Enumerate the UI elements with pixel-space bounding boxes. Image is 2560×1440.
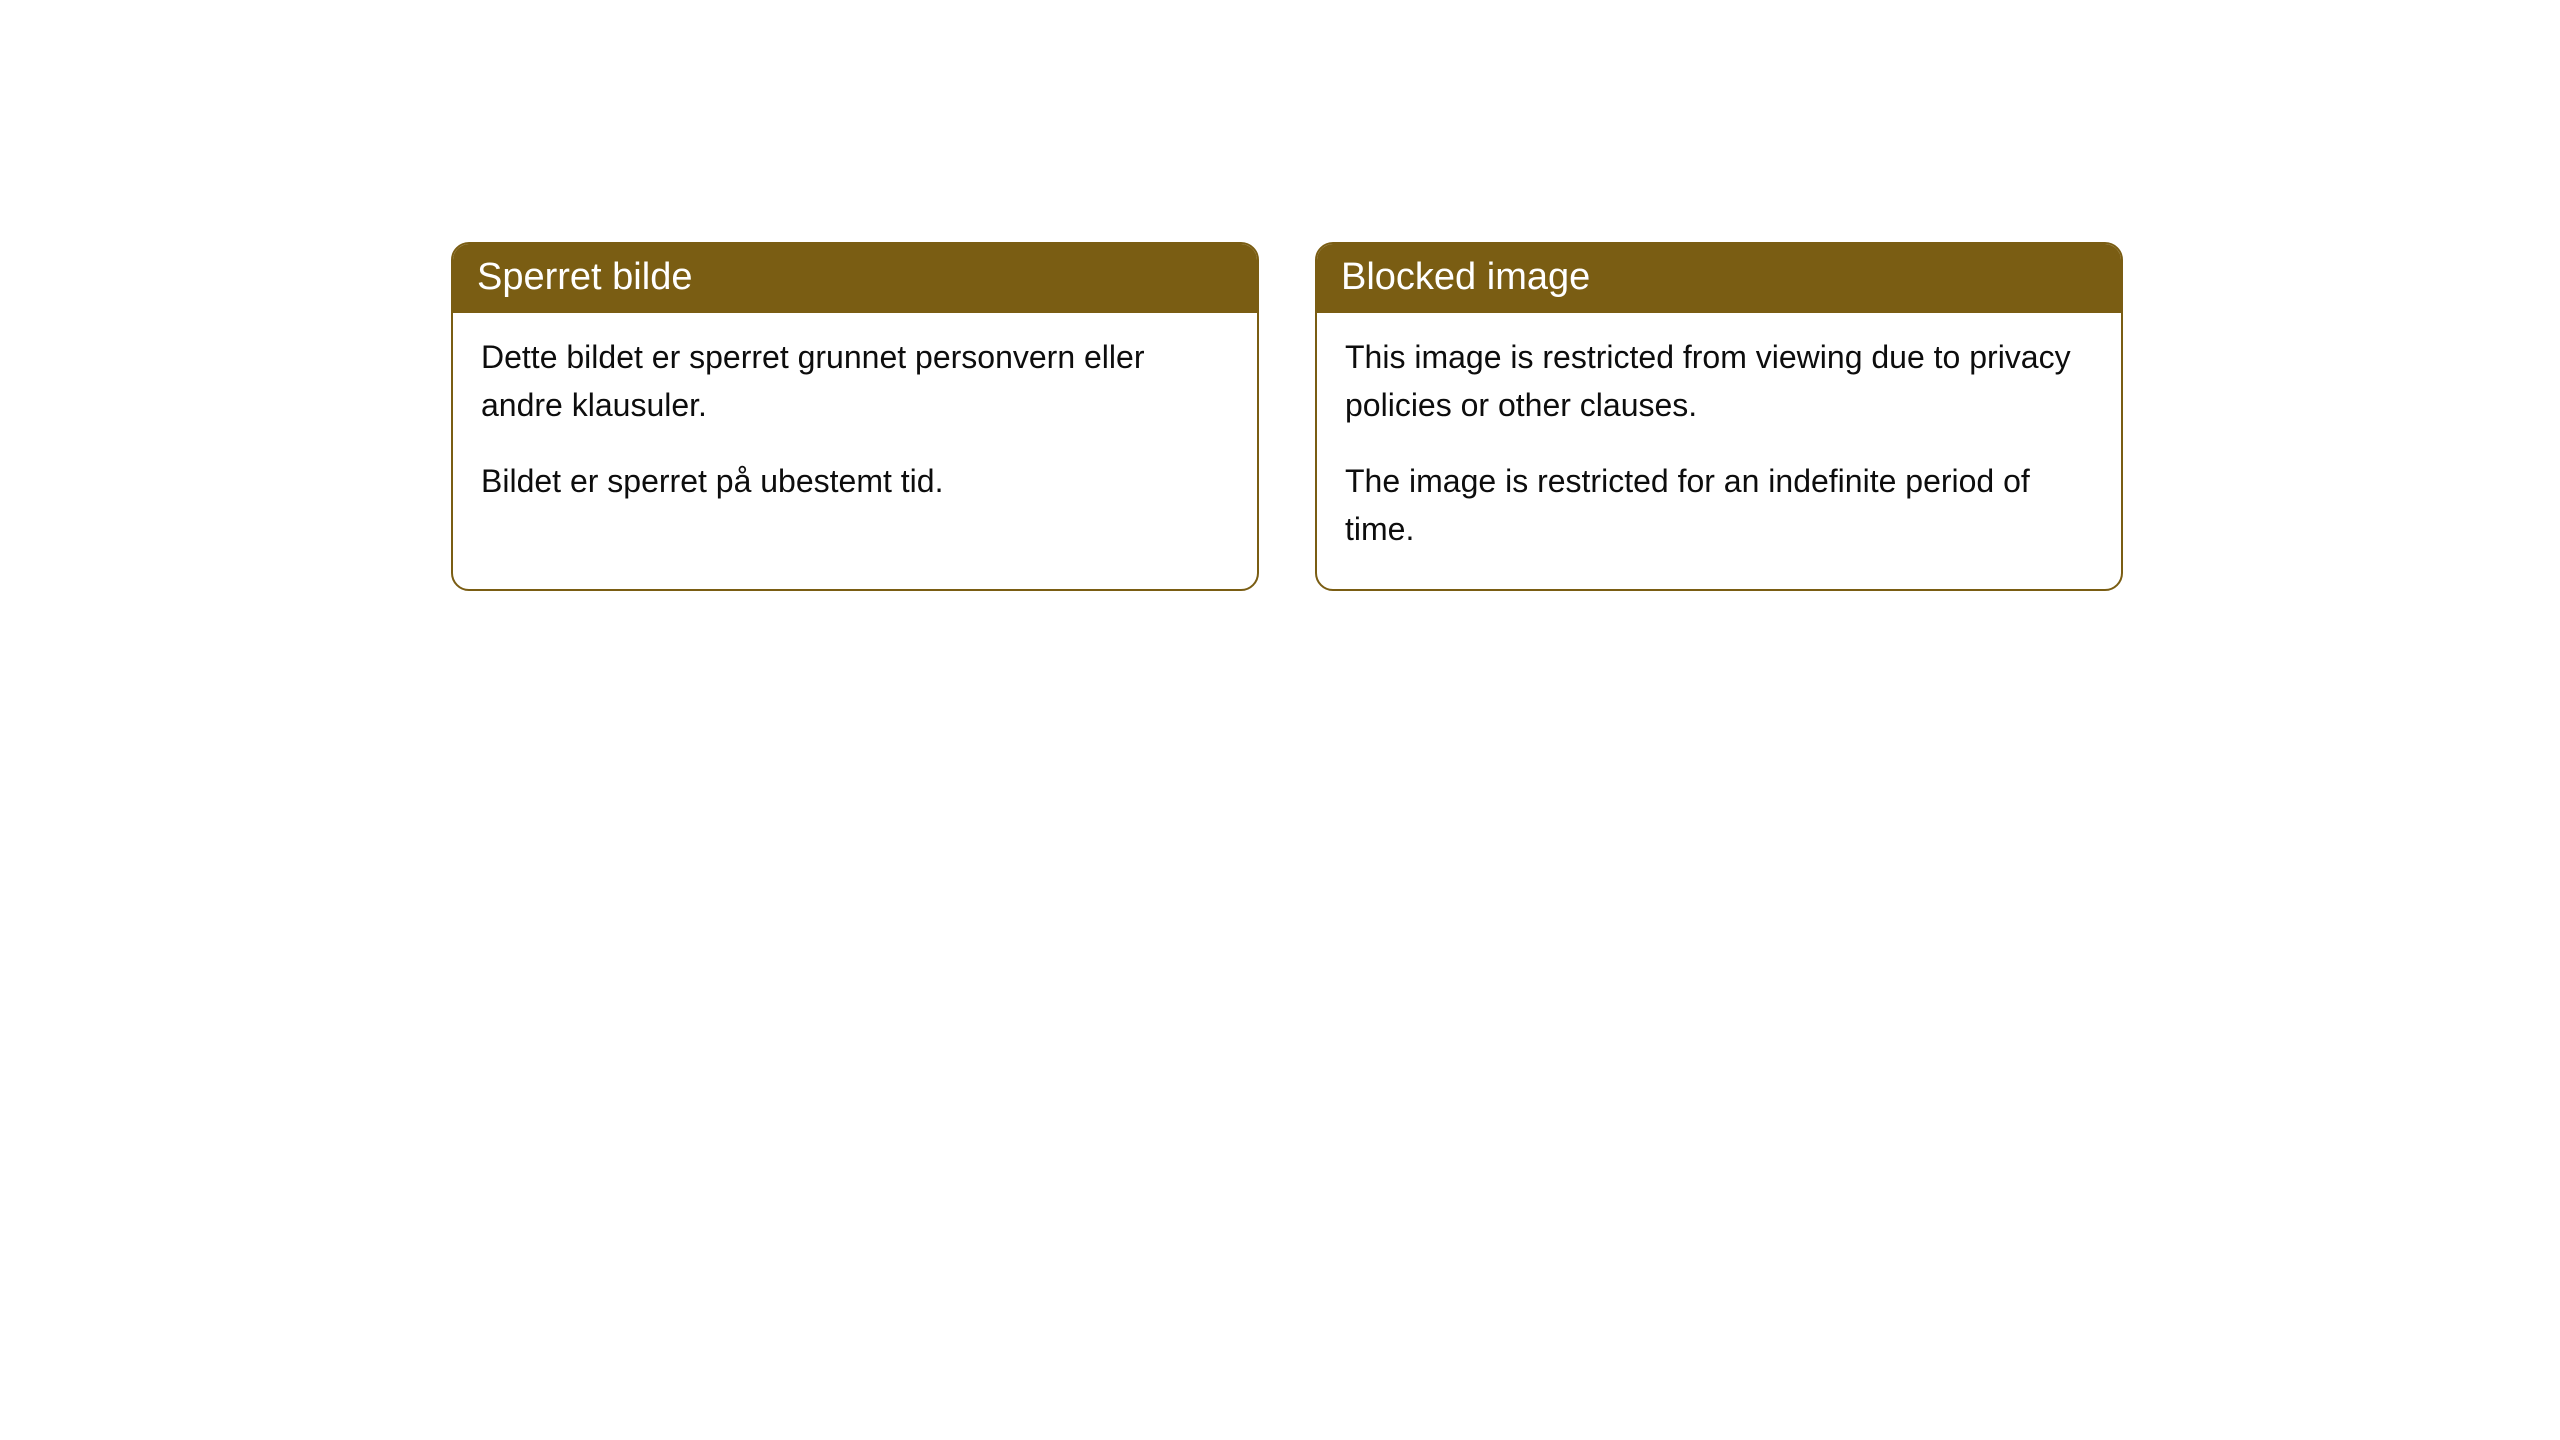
notice-card-norwegian: Sperret bilde Dette bildet er sperret gr… bbox=[451, 242, 1259, 591]
notice-text-english-2: The image is restricted for an indefinit… bbox=[1345, 457, 2093, 553]
notice-text-english-1: This image is restricted from viewing du… bbox=[1345, 333, 2093, 429]
notice-text-norwegian-2: Bildet er sperret på ubestemt tid. bbox=[481, 457, 1229, 505]
notice-card-english: Blocked image This image is restricted f… bbox=[1315, 242, 2123, 591]
notice-container: Sperret bilde Dette bildet er sperret gr… bbox=[451, 242, 2123, 591]
notice-header-english: Blocked image bbox=[1317, 244, 2121, 313]
notice-body-norwegian: Dette bildet er sperret grunnet personve… bbox=[453, 313, 1257, 541]
notice-text-norwegian-1: Dette bildet er sperret grunnet personve… bbox=[481, 333, 1229, 429]
notice-body-english: This image is restricted from viewing du… bbox=[1317, 313, 2121, 589]
notice-header-norwegian: Sperret bilde bbox=[453, 244, 1257, 313]
